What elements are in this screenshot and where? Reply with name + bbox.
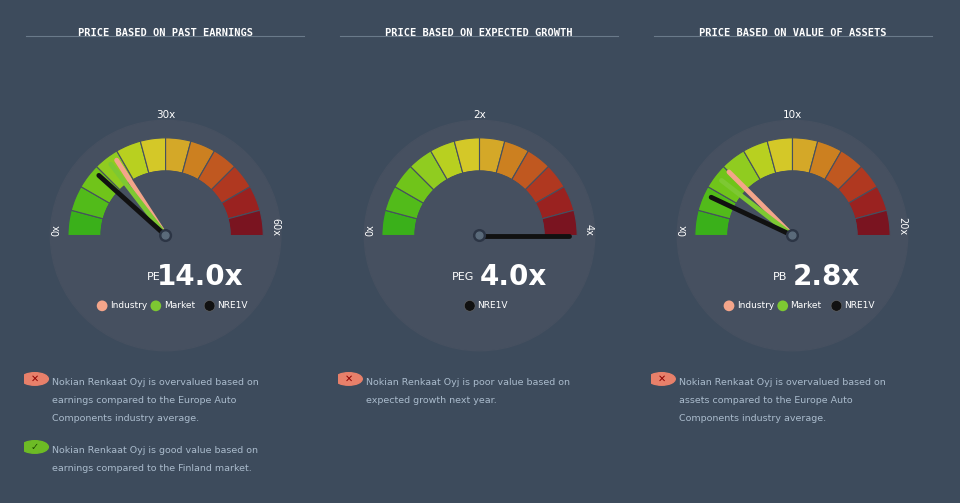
Circle shape — [21, 441, 48, 453]
Wedge shape — [809, 141, 841, 180]
Text: 2x: 2x — [473, 110, 486, 120]
Circle shape — [831, 300, 842, 311]
Circle shape — [415, 171, 544, 300]
Wedge shape — [68, 210, 104, 235]
Text: 0x: 0x — [51, 224, 61, 235]
Circle shape — [677, 120, 908, 351]
Circle shape — [786, 230, 799, 241]
Text: 4.0x: 4.0x — [480, 263, 547, 291]
Wedge shape — [536, 187, 574, 219]
Text: ✕: ✕ — [658, 374, 665, 384]
Text: 4x: 4x — [584, 224, 594, 235]
Text: Nokian Renkaat Oyj is good value based on: Nokian Renkaat Oyj is good value based o… — [52, 446, 258, 455]
Text: NRE1V: NRE1V — [217, 301, 248, 310]
Wedge shape — [854, 210, 890, 235]
Text: Nokian Renkaat Oyj is overvalued based on: Nokian Renkaat Oyj is overvalued based o… — [52, 378, 259, 387]
Circle shape — [789, 232, 796, 239]
Circle shape — [162, 232, 169, 239]
Text: PEG: PEG — [452, 272, 474, 282]
Wedge shape — [385, 187, 423, 219]
Circle shape — [364, 120, 595, 351]
Wedge shape — [849, 187, 887, 219]
Text: assets compared to the Europe Auto: assets compared to the Europe Auto — [680, 396, 852, 405]
Wedge shape — [825, 151, 861, 190]
Circle shape — [97, 300, 108, 311]
Wedge shape — [211, 166, 251, 203]
Circle shape — [465, 300, 475, 311]
Circle shape — [473, 230, 486, 241]
Wedge shape — [411, 151, 447, 190]
Circle shape — [21, 373, 48, 385]
Wedge shape — [117, 141, 149, 180]
Text: ✕: ✕ — [31, 374, 38, 384]
Circle shape — [204, 300, 215, 311]
Text: NRE1V: NRE1V — [477, 301, 508, 310]
Text: PE: PE — [147, 272, 160, 282]
Text: PRICE BASED ON VALUE OF ASSETS: PRICE BASED ON VALUE OF ASSETS — [699, 28, 887, 38]
Text: earnings compared to the Europe Auto: earnings compared to the Europe Auto — [52, 396, 237, 405]
Text: PB: PB — [773, 272, 787, 282]
Circle shape — [728, 171, 857, 300]
Text: 0x: 0x — [365, 224, 375, 235]
Wedge shape — [496, 141, 528, 180]
Text: 60x: 60x — [270, 217, 280, 235]
Text: PRICE BASED ON EXPECTED GROWTH: PRICE BASED ON EXPECTED GROWTH — [385, 28, 573, 38]
Wedge shape — [165, 138, 191, 173]
Wedge shape — [724, 151, 760, 190]
Circle shape — [476, 232, 483, 239]
Wedge shape — [81, 166, 120, 203]
Circle shape — [778, 300, 788, 311]
Text: Components industry average.: Components industry average. — [52, 414, 200, 423]
Circle shape — [335, 373, 362, 385]
Wedge shape — [793, 138, 818, 173]
Text: Nokian Renkaat Oyj is poor value based on: Nokian Renkaat Oyj is poor value based o… — [366, 378, 570, 387]
Text: ✕: ✕ — [345, 374, 352, 384]
Text: 14.0x: 14.0x — [156, 263, 243, 291]
Wedge shape — [382, 210, 418, 235]
Wedge shape — [541, 210, 577, 235]
Wedge shape — [97, 151, 133, 190]
Wedge shape — [744, 141, 776, 180]
Wedge shape — [480, 138, 505, 173]
Text: NRE1V: NRE1V — [844, 301, 875, 310]
Wedge shape — [198, 151, 234, 190]
Text: Industry: Industry — [737, 301, 774, 310]
Text: ✓: ✓ — [31, 442, 38, 452]
Text: 30x: 30x — [156, 110, 176, 120]
Text: expected growth next year.: expected growth next year. — [366, 396, 497, 405]
Text: 2.8x: 2.8x — [793, 263, 860, 291]
Wedge shape — [512, 151, 548, 190]
Wedge shape — [838, 166, 877, 203]
Text: Market: Market — [163, 301, 195, 310]
Circle shape — [648, 373, 675, 385]
Circle shape — [151, 300, 161, 311]
Text: PRICE BASED ON PAST EARNINGS: PRICE BASED ON PAST EARNINGS — [78, 28, 252, 38]
Wedge shape — [698, 187, 736, 219]
Circle shape — [724, 300, 734, 311]
Wedge shape — [71, 187, 109, 219]
Wedge shape — [525, 166, 564, 203]
Wedge shape — [222, 187, 260, 219]
Wedge shape — [228, 210, 263, 235]
Circle shape — [159, 230, 172, 241]
Wedge shape — [695, 210, 731, 235]
Circle shape — [50, 120, 281, 351]
Circle shape — [101, 171, 230, 300]
Text: Industry: Industry — [110, 301, 147, 310]
Wedge shape — [182, 141, 214, 180]
Wedge shape — [140, 138, 165, 173]
Text: earnings compared to the Finland market.: earnings compared to the Finland market. — [52, 464, 252, 473]
Wedge shape — [454, 138, 480, 173]
Text: Market: Market — [790, 301, 822, 310]
Wedge shape — [708, 166, 747, 203]
Text: 10x: 10x — [782, 110, 803, 120]
Text: 20x: 20x — [897, 217, 907, 235]
Text: Nokian Renkaat Oyj is overvalued based on: Nokian Renkaat Oyj is overvalued based o… — [680, 378, 886, 387]
Text: 0x: 0x — [678, 224, 688, 235]
Text: Components industry average.: Components industry average. — [680, 414, 827, 423]
Wedge shape — [767, 138, 793, 173]
Wedge shape — [395, 166, 434, 203]
Wedge shape — [431, 141, 463, 180]
